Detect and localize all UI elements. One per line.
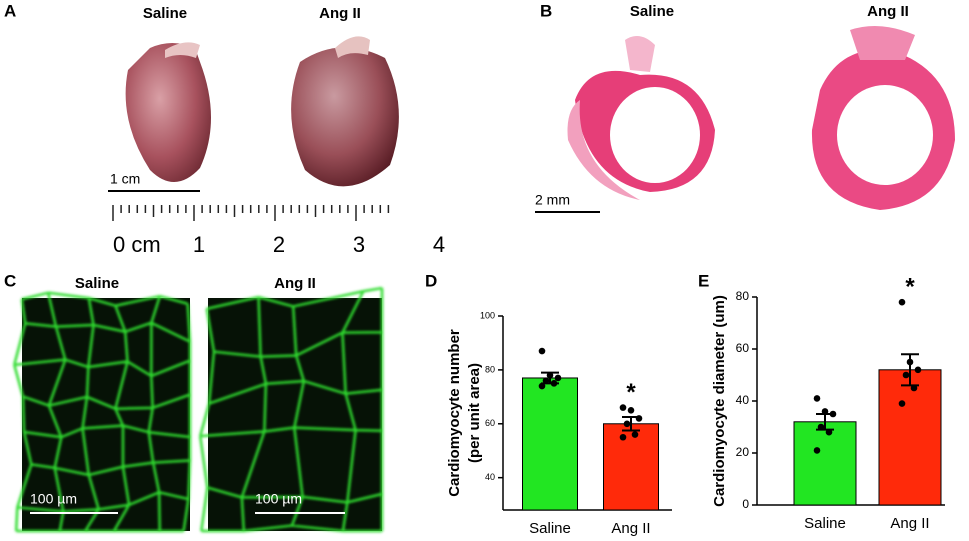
x-tick-label: Ang II xyxy=(611,520,650,537)
column-label: Ang II xyxy=(274,275,316,292)
ruler-label: 2 xyxy=(273,232,285,257)
data-point xyxy=(619,404,627,411)
data-point xyxy=(619,433,627,441)
data-point xyxy=(623,420,631,428)
data-point xyxy=(550,380,558,387)
y-tick-label: 20 xyxy=(736,445,750,459)
heart-section xyxy=(625,36,655,72)
x-tick-label: Saline xyxy=(804,515,846,532)
x-tick-label: Saline xyxy=(529,520,571,537)
data-point xyxy=(910,384,918,392)
bar xyxy=(878,369,942,506)
bar xyxy=(603,423,659,511)
data-point xyxy=(829,410,837,418)
bar xyxy=(522,377,578,511)
y-axis-label: Cardiomyocyte number xyxy=(446,329,463,497)
y-tick-label: 100 xyxy=(480,310,495,320)
data-point xyxy=(898,400,906,407)
heart-photo xyxy=(125,43,211,183)
data-point xyxy=(635,415,643,422)
data-point xyxy=(554,374,562,382)
data-point xyxy=(546,371,554,379)
bar xyxy=(793,421,857,506)
scale-bar-label: 1 cm xyxy=(110,171,140,187)
y-tick-label: 40 xyxy=(736,393,750,407)
data-point xyxy=(627,407,635,414)
data-point xyxy=(813,447,821,454)
heart-section xyxy=(850,26,915,60)
significance-mark: * xyxy=(626,379,636,406)
heart-vessel xyxy=(335,36,370,58)
ruler-label: 1 xyxy=(193,232,205,257)
data-point xyxy=(906,358,914,366)
scale-bar-label: 100 µm xyxy=(255,491,302,507)
x-tick-label: Ang II xyxy=(890,515,929,532)
heart-photo xyxy=(291,47,399,187)
data-point xyxy=(898,298,906,306)
heart-vessel xyxy=(165,42,200,58)
y-axis-label: Cardiomyocyte diameter (um) xyxy=(711,295,728,507)
column-label: Ang II xyxy=(319,5,361,22)
data-point xyxy=(825,428,833,436)
data-point xyxy=(538,347,546,355)
panel-letter: D xyxy=(425,271,437,290)
ruler-label: 0 cm xyxy=(113,232,161,257)
data-point xyxy=(817,423,825,431)
y-tick-label: 40 xyxy=(485,472,495,482)
panel-letter: A xyxy=(4,1,16,20)
data-point xyxy=(902,371,910,379)
significance-mark: * xyxy=(905,274,915,301)
column-label: Saline xyxy=(75,275,119,292)
ruler xyxy=(112,205,390,221)
heart-section xyxy=(567,100,640,200)
panel-letter: C xyxy=(4,271,16,290)
column-label: Saline xyxy=(630,3,674,20)
cell-outlines xyxy=(13,291,192,533)
cell-outlines xyxy=(198,286,384,533)
y-tick-label: 60 xyxy=(485,418,495,428)
data-point xyxy=(813,395,821,402)
y-tick-label: 0 xyxy=(742,497,749,511)
data-point xyxy=(538,382,546,390)
heart-lumen xyxy=(837,85,933,185)
data-point xyxy=(914,366,922,374)
data-point xyxy=(821,408,829,415)
ruler-label: 3 xyxy=(353,232,365,257)
data-point xyxy=(631,431,639,438)
panel-letter: B xyxy=(540,1,552,20)
scale-bar-label: 2 mm xyxy=(535,192,570,208)
ruler-label: 4 xyxy=(433,232,445,257)
scale-bar-label: 100 µm xyxy=(30,491,77,507)
cell-membrane xyxy=(198,286,384,533)
cell-membrane xyxy=(13,291,192,533)
heart-lumen xyxy=(610,87,700,183)
y-tick-label: 80 xyxy=(485,364,495,374)
panel-letter: E xyxy=(698,271,709,290)
y-axis-label: (per unit area) xyxy=(466,363,483,463)
column-label: Ang II xyxy=(867,3,909,20)
y-tick-label: 80 xyxy=(736,289,750,303)
data-point xyxy=(542,377,550,384)
y-tick-label: 60 xyxy=(736,341,750,355)
column-label: Saline xyxy=(143,5,187,22)
